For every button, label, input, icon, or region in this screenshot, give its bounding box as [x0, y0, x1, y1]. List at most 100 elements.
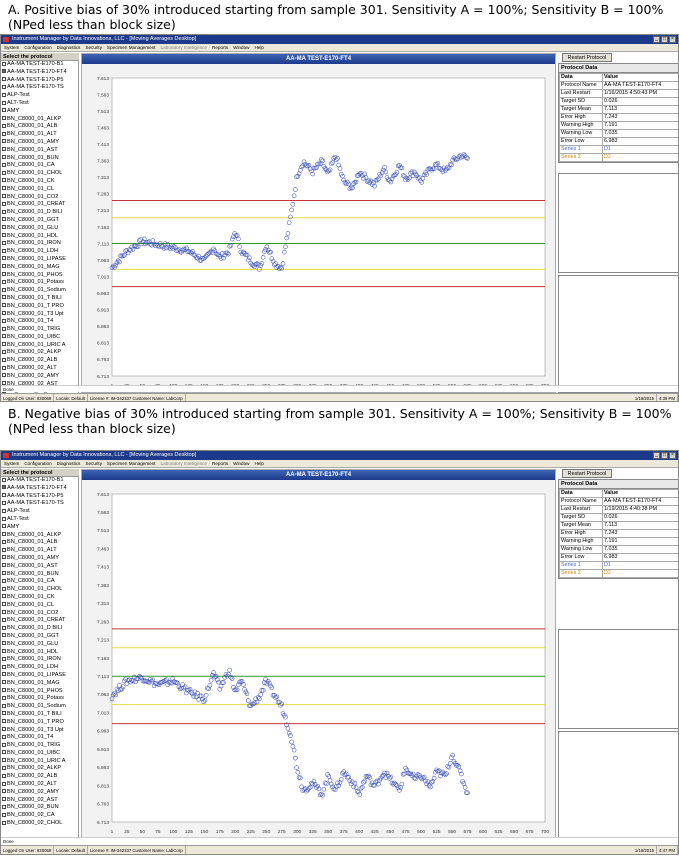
protocol-item[interactable]: ALP-Test	[1, 508, 78, 516]
protocol-item[interactable]: AA-MA TEST-E170-TS	[1, 500, 78, 508]
protocol-item[interactable]: BN_C8000_01_CA	[1, 578, 78, 586]
checkbox[interactable]	[2, 547, 6, 552]
protocol-list[interactable]: AA-MA TEST-E170-B1 AA-MA TEST-E170-FT4 AA-…	[1, 477, 79, 839]
protocol-item[interactable]: BN_C8000_02_CA	[1, 812, 78, 820]
minimize-button[interactable]: _	[653, 452, 660, 459]
protocol-item[interactable]: BN_C8000_01_D BILI	[1, 209, 78, 217]
checkbox[interactable]	[2, 563, 6, 568]
checkbox[interactable]	[2, 555, 6, 560]
checkbox[interactable]	[2, 77, 6, 82]
menu-diagnostics[interactable]: Diagnostics	[56, 45, 81, 50]
checkbox[interactable]	[2, 578, 6, 583]
checkbox[interactable]	[2, 695, 6, 700]
protocol-item[interactable]: AMY	[1, 108, 78, 116]
protocol-item[interactable]: AA-MA TEST-E170-P5	[1, 77, 78, 85]
protocol-item[interactable]: BN_C8000_01_CK	[1, 594, 78, 602]
checkbox[interactable]	[2, 350, 6, 354]
menu-system[interactable]: System	[4, 461, 20, 466]
protocol-item[interactable]: BN_C8000_02_AST	[1, 797, 78, 805]
menu-help[interactable]: Help	[254, 461, 264, 466]
protocol-item[interactable]: ALT-Test	[1, 100, 78, 108]
checkbox[interactable]	[2, 812, 6, 817]
protocol-item[interactable]: BN_C8000_01_GLU	[1, 225, 78, 233]
checkbox[interactable]	[2, 485, 6, 490]
checkbox[interactable]	[2, 789, 6, 794]
checkbox[interactable]	[2, 170, 6, 175]
protocol-item[interactable]: AA-MA TEST-E170-P5	[1, 493, 78, 501]
checkbox[interactable]	[2, 373, 6, 378]
checkbox[interactable]	[2, 773, 6, 778]
protocol-item[interactable]: BN_C8000_01_GGT	[1, 217, 78, 225]
protocol-item[interactable]: BN_C8000_02_ALB	[1, 357, 78, 365]
checkbox[interactable]	[2, 201, 6, 206]
checkbox[interactable]	[2, 633, 6, 638]
protocol-item[interactable]: BN_C8000_01_Sodium	[1, 287, 78, 295]
protocol-item[interactable]: BN_C8000_01_BUN	[1, 571, 78, 579]
protocol-item[interactable]: BN_C8000_01_AST	[1, 563, 78, 571]
protocol-item[interactable]: BN_C8000_01_LIPASE	[1, 672, 78, 680]
checkbox[interactable]	[2, 139, 6, 144]
protocol-item[interactable]: BN_C8000_01_MAG	[1, 680, 78, 688]
protocol-item[interactable]: BN_C8000_01_T BILI	[1, 295, 78, 303]
checkbox[interactable]	[2, 256, 6, 261]
protocol-item[interactable]: BN_C8000_01_PHOS	[1, 272, 78, 280]
protocol-item[interactable]: BN_C8000_02_AMY	[1, 789, 78, 797]
checkbox[interactable]	[2, 92, 6, 97]
protocol-item[interactable]: BN_C8000_01_GLU	[1, 641, 78, 649]
protocol-item[interactable]: BN_C8000_01_CO2	[1, 610, 78, 618]
protocol-item[interactable]: BN_C8000_02_AMY	[1, 373, 78, 381]
menu-help[interactable]: Help	[254, 45, 264, 50]
protocol-item[interactable]: BN_C8000_02_BUN	[1, 804, 78, 812]
checkbox[interactable]	[2, 264, 6, 269]
protocol-item[interactable]: BN_C8000_01_ALKP	[1, 532, 78, 540]
checkbox[interactable]	[2, 162, 6, 167]
menu-diagnostics[interactable]: Diagnostics	[56, 461, 81, 466]
checkbox[interactable]	[2, 155, 6, 160]
protocol-item[interactable]: BN_C8000_01_CREAT	[1, 617, 78, 625]
protocol-item[interactable]: BN_C8000_01_LDH	[1, 248, 78, 256]
protocol-item[interactable]: BN_C8000_01_AMY	[1, 555, 78, 563]
protocol-item[interactable]: BN_C8000_01_ALKP	[1, 116, 78, 124]
checkbox[interactable]	[2, 734, 6, 739]
protocol-item[interactable]: BN_C8000_01_GGT	[1, 633, 78, 641]
menu-specimen-management[interactable]: Specimen Management	[107, 461, 156, 466]
checkbox[interactable]	[2, 147, 6, 152]
checkbox[interactable]	[2, 571, 6, 576]
checkbox[interactable]	[2, 680, 6, 685]
checkbox[interactable]	[2, 524, 6, 529]
protocol-list[interactable]: AA-MA TEST-E170-B1 AA-MA TEST-E170-FT4 AA-…	[1, 61, 79, 394]
checkbox[interactable]	[2, 477, 6, 482]
protocol-item[interactable]: BN_C8000_01_PHOS	[1, 688, 78, 696]
checkbox[interactable]	[2, 272, 6, 277]
protocol-item[interactable]: BN_C8000_01_CHOL	[1, 170, 78, 178]
protocol-item[interactable]: BN_C8000_01_T3 Upt	[1, 311, 78, 319]
protocol-item[interactable]: BN_C8000_01_Potass	[1, 695, 78, 703]
protocol-item[interactable]: BN_C8000_01_AST	[1, 147, 78, 155]
protocol-item[interactable]: BN_C8000_01_CL	[1, 186, 78, 194]
checkbox[interactable]	[2, 649, 6, 654]
checkbox[interactable]	[2, 311, 6, 316]
checkbox[interactable]	[2, 326, 6, 331]
protocol-item[interactable]: BN_C8000_01_CL	[1, 602, 78, 610]
checkbox[interactable]	[2, 781, 6, 786]
menu-window[interactable]: Window	[233, 45, 250, 50]
protocol-item[interactable]: BN_C8000_01_Sodium	[1, 703, 78, 711]
checkbox[interactable]	[2, 342, 6, 347]
checkbox[interactable]	[2, 108, 6, 113]
checkbox[interactable]	[2, 586, 6, 591]
maximize-button[interactable]: □	[661, 452, 668, 459]
checkbox[interactable]	[2, 539, 6, 544]
menu-specimen-management[interactable]: Specimen Management	[107, 45, 156, 50]
protocol-item[interactable]: BN_C8000_01_IRON	[1, 240, 78, 248]
protocol-item[interactable]: BN_C8000_01_T3 Upt	[1, 727, 78, 735]
checkbox[interactable]	[2, 248, 6, 253]
protocol-item[interactable]: BN_C8000_01_MAG	[1, 264, 78, 272]
protocol-item[interactable]: BN_C8000_01_T4	[1, 734, 78, 742]
checkbox[interactable]	[2, 116, 6, 121]
checkbox[interactable]	[2, 84, 6, 89]
protocol-item[interactable]: BN_C8000_01_UIBC	[1, 750, 78, 758]
checkbox[interactable]	[2, 493, 6, 498]
menu-security[interactable]: Security	[85, 461, 103, 466]
protocol-item[interactable]: BN_C8000_02_ALKP	[1, 765, 78, 773]
protocol-item[interactable]: BN_C8000_01_ALB	[1, 123, 78, 131]
